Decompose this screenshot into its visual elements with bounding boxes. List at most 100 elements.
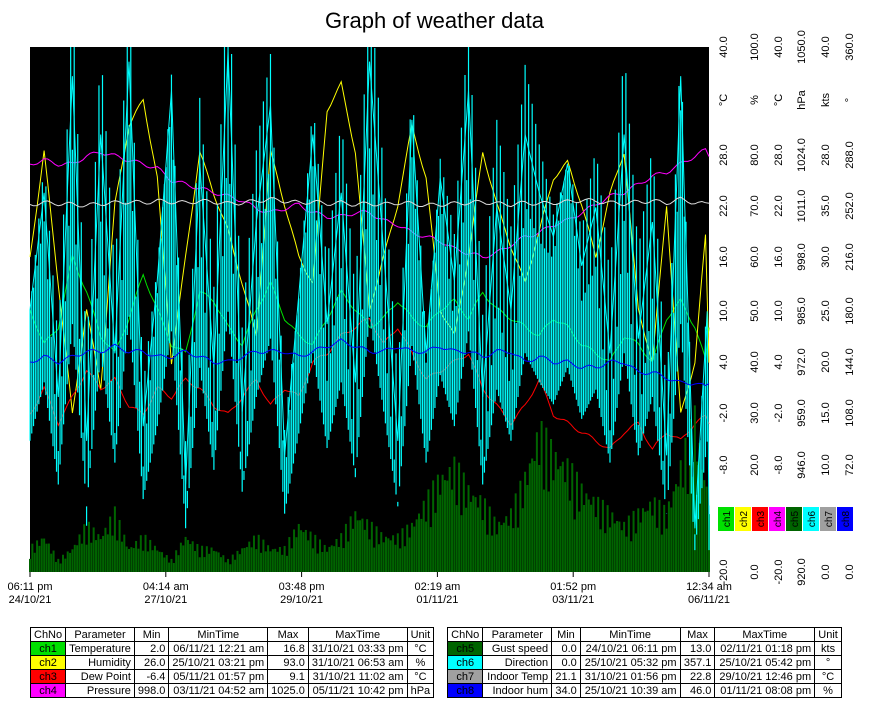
y-tick-label: -2.0: [773, 404, 785, 423]
table-header-cell: MinTime: [168, 627, 269, 642]
min-cell: -6.4: [133, 669, 170, 684]
table-header-cell: Max: [679, 627, 716, 642]
max-time-cell: 29/10/21 12:46 pm: [714, 669, 816, 684]
y-tick-label: 40.0: [820, 36, 832, 57]
max-cell: 13.0: [679, 641, 716, 656]
y-tick-label: 20.0: [749, 454, 761, 475]
table-header-cell: MaxTime: [307, 627, 408, 642]
table-header-row: ChNo Parameter Min MinTime Max MaxTime Unit: [29, 627, 435, 642]
table-row: ch4 Pressure 998.0 03/11/21 04:52 am 1025.0 0…: [29, 683, 435, 698]
parameter-cell: Direction: [482, 655, 553, 670]
legend-label: ch7: [824, 511, 835, 528]
y-axis-unit: %: [749, 95, 761, 105]
y-tick-label: 70.0: [749, 195, 761, 216]
legend-swatch: [752, 507, 768, 531]
y-tick-label: 30.0: [749, 402, 761, 423]
y-tick-label: 1011.0: [796, 190, 808, 223]
y-axis-unit: °C: [773, 94, 785, 106]
stats-table-right: ChNo Parameter Min MinTime Max MaxTime Unit ch…: [446, 627, 842, 698]
max-time-cell: 02/11/21 01:18 pm: [714, 641, 816, 656]
y-tick-label: 920.0: [796, 558, 808, 586]
parameter-cell: Gust speed: [482, 641, 553, 656]
y-axis-unit: kts: [820, 92, 832, 107]
table-header-cell: MinTime: [579, 627, 681, 642]
stats-table-left: ChNo Parameter Min MinTime Max MaxTime Unit ch…: [29, 627, 435, 698]
y-tick-label: 252.0: [844, 192, 856, 220]
y-tick-label: 959.0: [796, 399, 808, 427]
legend-label: ch6: [807, 511, 818, 528]
y-tick-label: 30.0: [820, 246, 832, 267]
y-tick-label: -8.0: [773, 456, 785, 475]
y-tick-label: 4.0: [718, 354, 730, 369]
x-tick-time: 06:11 pm: [7, 581, 52, 593]
y-tick-label: 40.0: [773, 36, 785, 57]
table-header-cell: MaxTime: [714, 627, 816, 642]
legend-swatch: [837, 507, 853, 531]
x-tick-date: 01/11/21: [416, 594, 458, 606]
y-tick-label: 180.0: [844, 297, 856, 325]
y-tick-label: 22.0: [718, 195, 730, 216]
legend-label: ch8: [841, 511, 852, 528]
table-row: ch7 Indoor Temp 21.1 31/10/21 01:56 pm 22.8 2…: [446, 669, 842, 684]
max-time-cell: 31/10/21 03:33 pm: [307, 641, 408, 656]
y-tick-label: 10.0: [718, 300, 730, 321]
max-time-cell: 31/10/21 11:02 am: [307, 669, 408, 684]
unit-cell: kts: [814, 641, 842, 656]
table-header-row: ChNo Parameter Min MinTime Max MaxTime Unit: [446, 627, 842, 642]
channel-cell: ch1: [29, 641, 67, 656]
y-tick-label: -20.0: [773, 559, 785, 584]
y-tick-label: 15.0: [820, 402, 832, 423]
y-tick-label: 28.0: [773, 144, 785, 165]
max-cell: 16.8: [267, 641, 309, 656]
legend-label: ch4: [773, 511, 784, 528]
channel-cell: ch7: [446, 669, 484, 684]
legend-swatch: [820, 507, 836, 531]
min-cell: 26.0: [133, 655, 170, 670]
y-tick-label: 985.0: [796, 297, 808, 325]
x-tick-date: 27/10/21: [144, 594, 187, 606]
table-header-cell: Min: [133, 627, 170, 642]
max-time-cell: 25/10/21 05:42 pm: [714, 655, 816, 670]
direction-line: [29, 51, 710, 529]
table-header-cell: Unit: [814, 627, 842, 642]
x-tick-date: 03/11/21: [552, 594, 594, 606]
y-tick-label: -2.0: [718, 404, 730, 423]
max-cell: 46.0: [679, 683, 716, 698]
y-tick-label: 16.0: [773, 246, 785, 267]
y-tick-label: 16.0: [718, 246, 730, 267]
legend-swatch: [718, 507, 734, 531]
series-gust-speed: [29, 405, 710, 572]
table-header-cell: Parameter: [482, 627, 553, 642]
y-tick-label: 25.0: [820, 300, 832, 321]
x-tick-time: 01:52 pm: [550, 581, 596, 593]
legend-label: ch3: [756, 511, 767, 528]
y-tick-label: 80.0: [749, 144, 761, 165]
max-cell: 9.1: [267, 669, 309, 684]
table-row: ch6 Direction 0.0 25/10/21 05:32 pm 357.1 25/…: [446, 655, 842, 670]
legend-swatch: [803, 507, 819, 531]
y-tick-label: 22.0: [773, 195, 785, 216]
parameter-cell: Temperature: [65, 641, 135, 656]
legend-label: ch2: [739, 511, 750, 528]
unit-cell: °C: [406, 641, 435, 656]
table-header-cell: ChNo: [29, 627, 67, 642]
channel-cell: ch2: [29, 655, 67, 670]
parameter-cell: Indoor hum: [482, 683, 553, 698]
table-row: ch2 Humidity 26.0 25/10/21 03:21 pm 93.0 31/1…: [29, 655, 435, 670]
parameter-cell: Indoor Temp: [482, 669, 553, 684]
y-tick-label: 10.0: [773, 300, 785, 321]
series-indoor-hum: [29, 338, 710, 387]
table-header-cell: ChNo: [446, 627, 484, 642]
y-tick-label: 0.0: [820, 564, 832, 579]
min-cell: 34.0: [551, 683, 581, 698]
y-tick-label: 40.0: [718, 36, 730, 57]
min-time-cell: 03/11/21 04:52 am: [168, 683, 269, 698]
series-direction: [29, 47, 710, 551]
min-time-cell: 25/10/21 10:39 am: [579, 683, 681, 698]
x-tick-date: 29/10/21: [280, 594, 323, 606]
y-tick-label: 28.0: [820, 144, 832, 165]
y-tick-label: 360.0: [844, 33, 856, 61]
y-tick-label: 72.0: [844, 454, 856, 475]
min-time-cell: 25/10/21 05:32 pm: [579, 655, 681, 670]
y-tick-label: -8.0: [718, 456, 730, 475]
